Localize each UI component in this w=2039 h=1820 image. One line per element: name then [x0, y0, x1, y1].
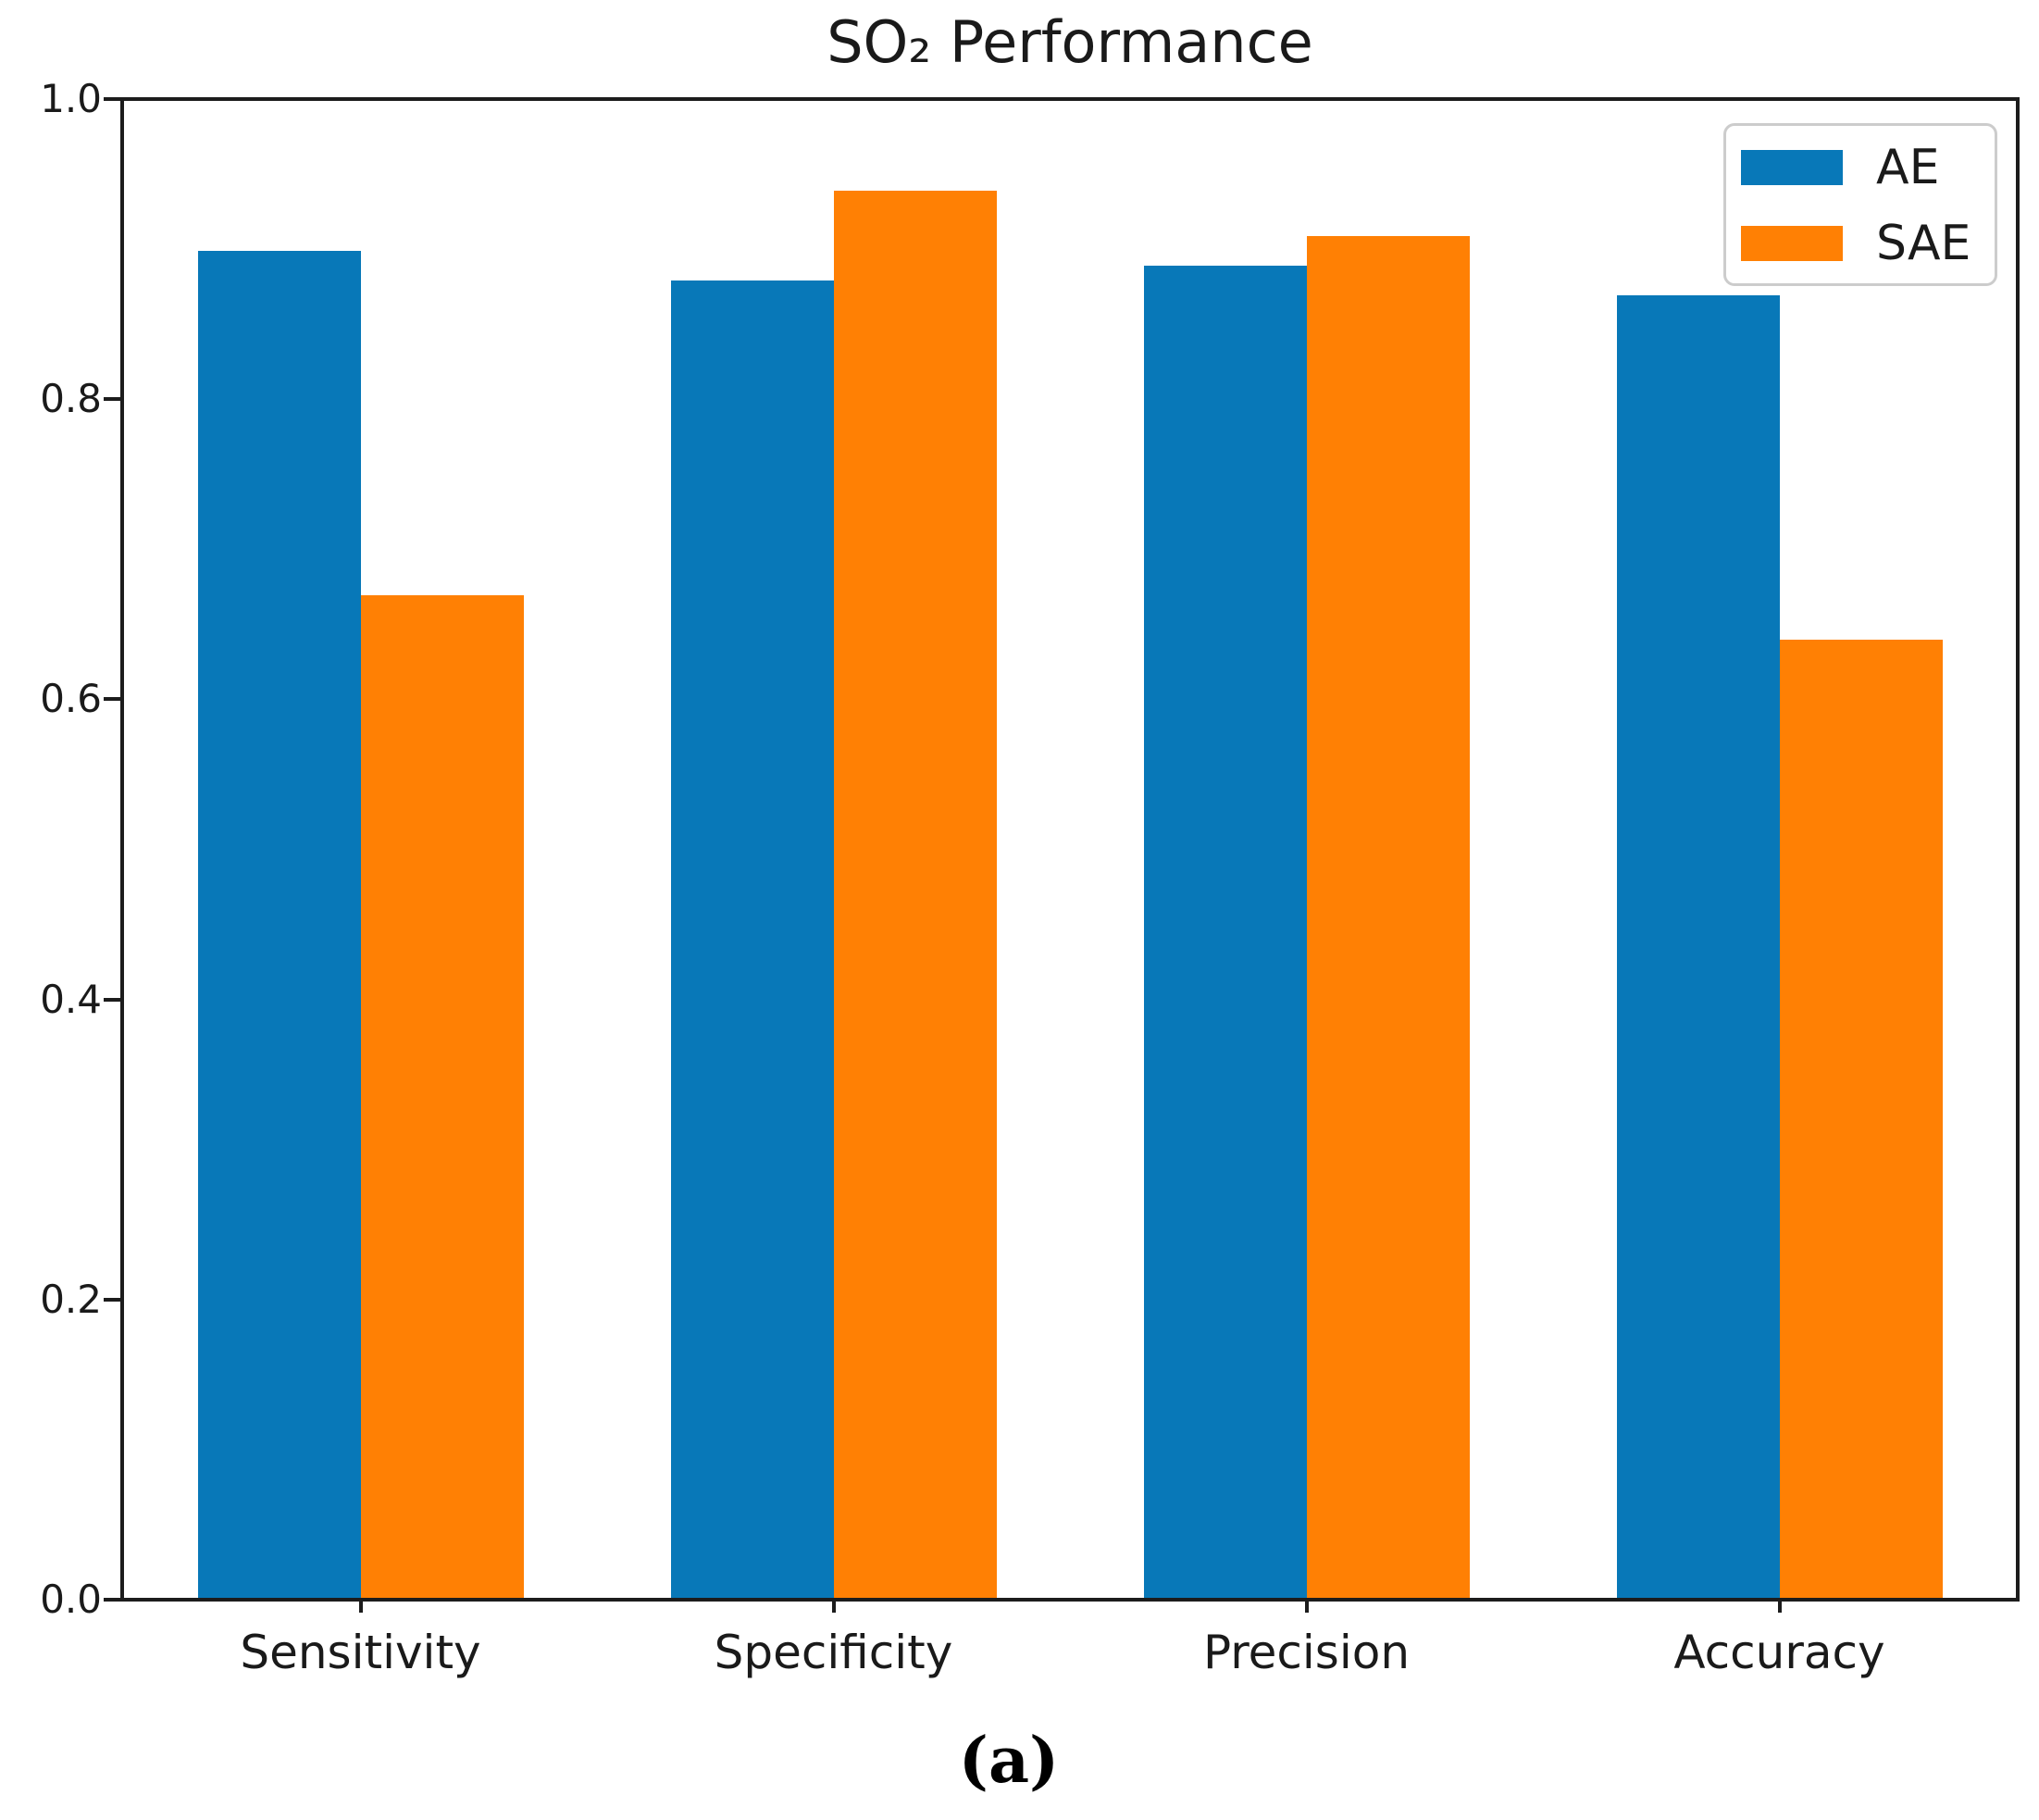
bar-sae-precision: [1306, 235, 1470, 1598]
x-tick-mark: [358, 1598, 363, 1613]
x-tick-label: Accuracy: [1673, 1626, 1885, 1679]
y-tick-label: 0.2: [40, 1276, 102, 1322]
y-tick-label: 1.0: [40, 76, 102, 121]
bar-ae-specificity: [670, 280, 834, 1598]
y-tick-mark: [104, 97, 120, 101]
y-tick-label: 0.6: [40, 676, 102, 722]
y-tick-mark: [104, 997, 120, 1002]
x-tick-mark: [831, 1598, 836, 1613]
sae-swatch: [1741, 226, 1843, 261]
y-tick-mark: [104, 697, 120, 702]
bar-ae-sensitivity: [197, 250, 361, 1598]
legend: AE SAE: [1723, 123, 1997, 286]
y-tick-label: 0.8: [40, 376, 102, 422]
x-tick-mark: [1304, 1598, 1309, 1613]
bar-sae-specificity: [833, 191, 997, 1598]
x-tick-label: Specificity: [714, 1626, 953, 1679]
y-tick-label: 0.4: [40, 976, 102, 1022]
legend-item-sae: SAE: [1726, 218, 1995, 269]
ae-swatch: [1741, 150, 1843, 185]
y-tick-label: 0.0: [40, 1577, 102, 1622]
legend-label-ae: AE: [1876, 140, 1940, 195]
bar-ae-accuracy: [1616, 295, 1780, 1598]
y-tick-mark: [104, 1297, 120, 1302]
y-tick-mark: [104, 1598, 120, 1602]
x-tick-label: Precision: [1202, 1626, 1411, 1679]
x-tick-mark: [1777, 1598, 1782, 1613]
x-tick-label: Sensitivity: [240, 1626, 481, 1679]
bar-sae-accuracy: [1779, 640, 1943, 1598]
legend-label-sae: SAE: [1876, 216, 1971, 271]
bar-ae-precision: [1143, 265, 1307, 1598]
y-tick-mark: [104, 397, 120, 402]
bar-sae-sensitivity: [360, 594, 524, 1598]
legend-item-ae: AE: [1726, 142, 1995, 193]
plot-area: [120, 97, 2020, 1602]
chart-title: SO₂ Performance: [827, 8, 1313, 76]
subfigure-caption: (a): [958, 1724, 1060, 1798]
